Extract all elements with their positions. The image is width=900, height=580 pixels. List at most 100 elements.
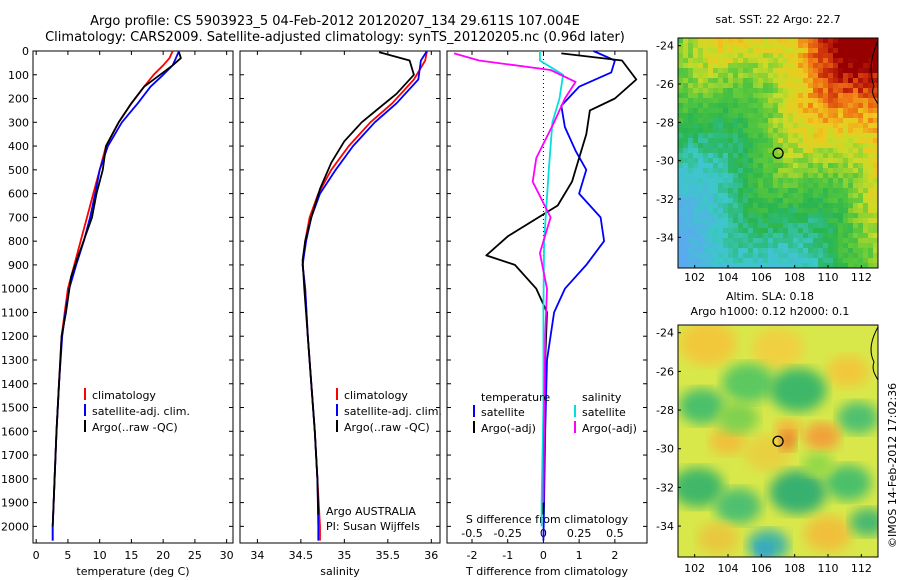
sst-cell: [753, 88, 759, 94]
sst-cell: [678, 193, 684, 199]
sst-cell: [748, 148, 754, 154]
sst-cell: [778, 248, 784, 254]
sst-cell: [848, 188, 854, 194]
sst-cell: [833, 263, 839, 268]
sst-cell: [813, 123, 819, 129]
sst-cell: [688, 153, 694, 159]
sst-cell: [813, 238, 819, 244]
sst-cell: [803, 63, 809, 69]
sst-cell: [768, 83, 774, 89]
series-line: [51, 51, 182, 527]
sst-cell: [678, 218, 684, 224]
sst-cell: [708, 193, 714, 199]
sst-cell: [688, 168, 694, 174]
sst-cell: [778, 108, 784, 114]
sst-cell: [718, 228, 724, 234]
sst-cell: [723, 73, 729, 79]
sst-cell: [743, 198, 749, 204]
sst-cell: [843, 258, 849, 264]
sst-cell: [873, 188, 878, 194]
sst-cell: [818, 168, 824, 174]
sst-cell: [723, 123, 729, 129]
sst-cell: [813, 128, 819, 134]
sst-cell: [868, 103, 874, 109]
sst-cell: [818, 198, 824, 204]
sst-cell: [688, 113, 694, 119]
sst-cell: [863, 168, 869, 174]
sst-cell: [818, 213, 824, 219]
sst-cell: [803, 88, 809, 94]
sst-cell: [708, 203, 714, 209]
sst-cell: [833, 103, 839, 109]
sst-cell: [778, 158, 784, 164]
sst-cell: [698, 138, 704, 144]
sst-cell: [788, 188, 794, 194]
sst-cell: [773, 188, 779, 194]
sst-cell: [753, 218, 759, 224]
sst-cell: [848, 173, 854, 179]
sst-cell: [848, 73, 854, 79]
sst-cell: [753, 153, 759, 159]
sst-cell: [828, 173, 834, 179]
sst-cell: [808, 163, 814, 169]
sst-cell: [793, 248, 799, 254]
sst-cell: [693, 243, 699, 249]
sst-cell: [773, 203, 779, 209]
sst-cell: [803, 53, 809, 59]
sst-cell: [778, 263, 784, 268]
sst-cell: [688, 83, 694, 89]
sst-cell: [758, 58, 764, 64]
sst-cell: [803, 148, 809, 154]
sst-cell: [833, 88, 839, 94]
x-axis-label: temperature (deg C): [76, 565, 189, 578]
sst-cell: [763, 143, 769, 149]
sst-cell: [788, 243, 794, 249]
sst-cell: [833, 198, 839, 204]
sst-cell: [788, 223, 794, 229]
y-tick-label: -26: [656, 365, 674, 378]
sst-cell: [713, 153, 719, 159]
sst-cell: [868, 213, 874, 219]
sst-cell: [723, 233, 729, 239]
sst-cell: [798, 213, 804, 219]
sst-cell: [688, 43, 694, 49]
x-top-tick-label: -0.5: [461, 527, 482, 540]
sst-cell: [768, 73, 774, 79]
sst-cell: [873, 88, 878, 94]
x-top-tick-label: -0.25: [493, 527, 521, 540]
sst-cell: [748, 48, 754, 54]
sst-cell: [843, 158, 849, 164]
sst-cell: [718, 43, 724, 49]
series-line: [542, 50, 616, 541]
sst-cell: [753, 98, 759, 104]
sst-cell: [798, 198, 804, 204]
sst-cell: [833, 93, 839, 99]
sst-cell: [688, 238, 694, 244]
sst-cell: [693, 198, 699, 204]
sst-cell: [678, 108, 684, 114]
sst-cell: [733, 68, 739, 74]
sst-cell: [828, 88, 834, 94]
sst-cell: [863, 83, 869, 89]
sst-cell: [838, 103, 844, 109]
sst-cell: [763, 148, 769, 154]
sst-cell: [808, 198, 814, 204]
sst-cell: [683, 118, 689, 124]
y-tick-label: 400: [8, 140, 29, 153]
sst-cell: [828, 128, 834, 134]
sst-cell: [728, 253, 734, 259]
sst-cell: [688, 38, 694, 44]
sst-cell: [753, 128, 759, 134]
sst-cell: [688, 263, 694, 268]
sst-cell: [828, 103, 834, 109]
sst-cell: [788, 198, 794, 204]
sst-cell: [738, 198, 744, 204]
sst-cell: [678, 83, 684, 89]
sla-anomaly: [827, 355, 869, 388]
sst-cell: [788, 58, 794, 64]
sst-cell: [738, 128, 744, 134]
sst-cell: [723, 193, 729, 199]
sst-cell: [853, 238, 859, 244]
sla-anomaly: [769, 470, 827, 515]
sst-cell: [788, 128, 794, 134]
